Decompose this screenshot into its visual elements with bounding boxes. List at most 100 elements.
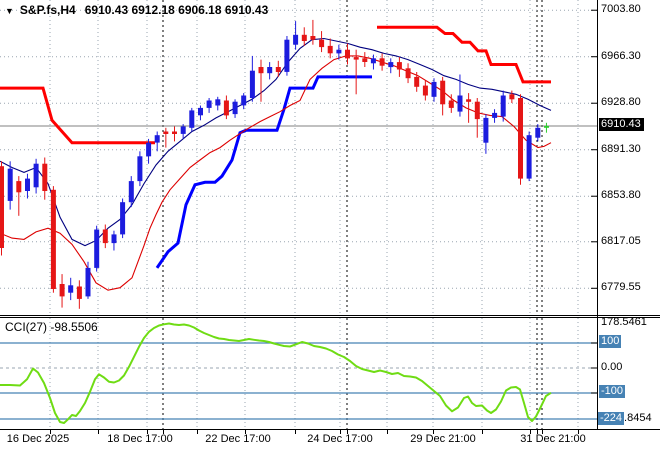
candle-body (111, 234, 117, 244)
price-axis-label: 7003.80 (601, 3, 641, 15)
candle-body (457, 95, 463, 112)
candle-body (163, 131, 169, 134)
candle-up (7, 161, 13, 210)
main-price-chart[interactable] (0, 0, 597, 315)
candle-down (422, 80, 428, 101)
candle-body (509, 94, 515, 100)
price-scale[interactable]: 7003.80 6966.30 6928.80 6891.30 6853.80 6817.… (598, 0, 660, 450)
candle-down (301, 27, 307, 46)
price-axis-label: 6817.05 (601, 235, 641, 247)
candle-body (345, 49, 350, 59)
candle-up (370, 54, 376, 70)
symbol-period-label: S&P.fs,H4 (19, 3, 76, 17)
candle-down (474, 98, 480, 138)
candle-body (284, 39, 290, 72)
time-axis-label: 29 Dec 21:00 (410, 433, 476, 445)
candle-body (336, 49, 342, 54)
candle-body (146, 142, 152, 157)
candle-body (68, 285, 74, 293)
resistance-step-line (377, 25, 551, 84)
candle-body (310, 36, 316, 40)
time-tick (245, 430, 246, 434)
candle-down (0, 161, 4, 256)
time-tick (537, 430, 538, 434)
candle-down (310, 19, 316, 45)
time-tick (578, 430, 579, 434)
candle-up (249, 55, 255, 102)
candle-down (466, 93, 472, 123)
cci-zero-label: 0.00 (601, 361, 623, 373)
candle-up (232, 99, 238, 118)
candle-body (7, 168, 13, 201)
candle-body (474, 101, 480, 120)
cci-indicator-chart[interactable] (0, 318, 597, 429)
time-tick (340, 430, 341, 434)
candle-up (154, 131, 160, 152)
candle-up (215, 96, 221, 111)
candle-body (215, 99, 221, 106)
panel-separator[interactable] (0, 315, 660, 316)
candle-down (50, 186, 56, 293)
candle-body (120, 202, 126, 235)
current-price-badge: 6910.43 (599, 118, 644, 131)
candle-down (396, 57, 402, 77)
candle-down (448, 94, 454, 113)
time-tick (98, 430, 99, 434)
candle-down (76, 280, 82, 309)
indicator-name: CCI(27) (5, 320, 48, 334)
candle-up (189, 107, 195, 132)
candle-up (137, 151, 143, 187)
candle-body (59, 284, 65, 297)
time-tick (163, 430, 164, 434)
candle-down (414, 72, 420, 92)
candle-body (370, 58, 376, 64)
candle-up (198, 105, 203, 121)
candle-down (258, 59, 264, 102)
indicator-label: CCI(27) -98.5506 (5, 320, 98, 334)
time-tick (482, 430, 483, 434)
candle-body (232, 101, 238, 115)
candle-body (431, 81, 437, 97)
candle-down (353, 49, 359, 95)
candle-up (33, 158, 39, 194)
candle-body (198, 107, 203, 116)
candle-down (509, 90, 515, 103)
candle-up (85, 261, 91, 299)
ma-slow-line (0, 55, 552, 291)
candle-body (275, 67, 281, 72)
chevron-down-icon[interactable]: ▼ (5, 6, 14, 16)
time-axis-line (0, 429, 660, 430)
cci-line (0, 322, 552, 424)
candle-down (59, 274, 65, 308)
candle-body (223, 100, 229, 116)
time-axis-label: 22 Dec 17:00 (205, 433, 271, 445)
candle-body (414, 76, 420, 87)
candle-up (120, 198, 126, 239)
candle-up (293, 21, 299, 50)
candle-body (180, 126, 186, 134)
candle-body (327, 45, 333, 54)
cci-min-highlight: -224 (598, 412, 625, 425)
price-axis-label: 6928.80 (601, 96, 641, 108)
candle-down (327, 38, 333, 59)
candle-up (180, 124, 186, 139)
candle-body (422, 85, 428, 96)
candle-up (544, 122, 549, 133)
candle-up (483, 114, 489, 154)
time-axis-label: 24 Dec 17:00 (307, 433, 373, 445)
candle-body (319, 39, 325, 48)
candle-body (85, 267, 91, 297)
candle-up (128, 176, 134, 208)
candle-body (405, 68, 411, 79)
time-tick (295, 430, 296, 434)
candle-body (0, 166, 4, 248)
candle-up (535, 124, 541, 142)
candle-up (267, 62, 273, 80)
time-tick (197, 430, 198, 434)
time-tick (542, 430, 543, 434)
time-scale[interactable]: 16 Dec 2025 18 Dec 17:00 22 Dec 17:00 24 De… (0, 430, 660, 450)
candle-body (500, 95, 506, 117)
candle-down (379, 53, 385, 71)
time-tick (387, 430, 388, 434)
